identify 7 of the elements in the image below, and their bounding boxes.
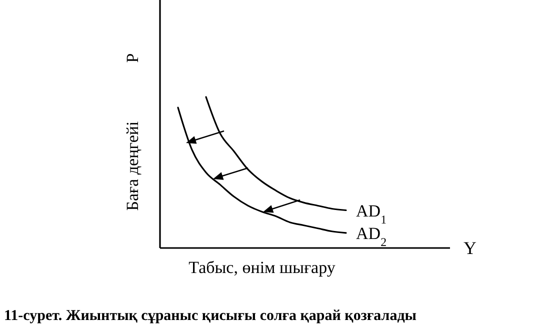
text: 11-сурет. Жиынтық сұраныс қисығы солға қарай қозғалады	[4, 308, 417, 324]
series-label: AD$_{2}$	[356, 224, 387, 249]
text: Y	[464, 238, 476, 258]
series-label: AD$_{1}$	[356, 201, 387, 226]
text: P	[123, 53, 142, 63]
x-axis-title: Табыс, өнім шығару	[188, 258, 336, 277]
y-axis-title: Баға деңгейі	[123, 120, 142, 211]
